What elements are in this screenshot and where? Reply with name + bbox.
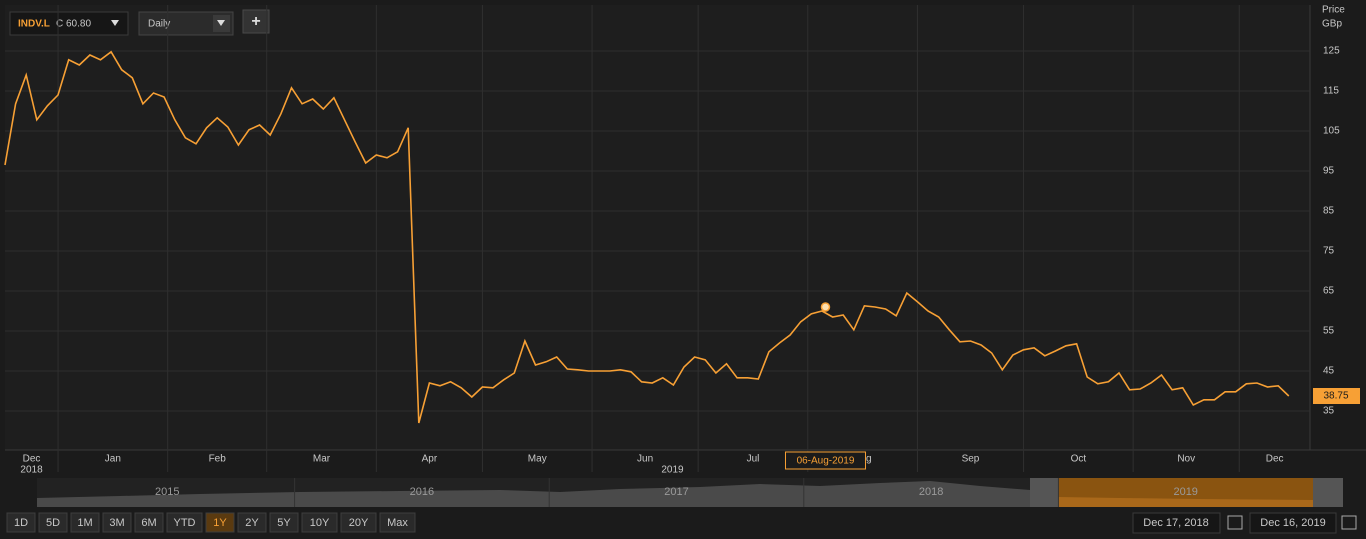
navigator-silhouette	[37, 481, 1030, 507]
range-button[interactable]	[102, 512, 132, 533]
crosshair-marker	[820, 302, 831, 312]
range-button-label: 5D	[46, 517, 60, 529]
symbol-box[interactable]	[9, 11, 129, 36]
range-button[interactable]	[205, 512, 235, 533]
add-label: +	[251, 13, 260, 30]
x-tick-label: Oct	[1071, 454, 1087, 465]
x-tick-label: Feb	[209, 454, 227, 465]
x-tick-label: Nov	[1177, 454, 1195, 465]
y-tick-label: 65	[1323, 286, 1335, 297]
crosshair-date: 06-Aug-2019	[797, 456, 855, 467]
range-button[interactable]	[166, 512, 203, 533]
range-button-label: 20Y	[349, 517, 369, 529]
last-value-box	[1313, 388, 1360, 404]
interval: Daily	[148, 19, 170, 30]
range-button-label: 5Y	[277, 517, 291, 529]
x-tick-label: Jul	[747, 454, 760, 465]
date-to-box[interactable]	[1249, 512, 1337, 534]
symbol: INDV.L	[18, 19, 50, 30]
range-button-label: 6M	[141, 517, 156, 529]
navigator-year: 2019	[1173, 486, 1197, 498]
x-year-label: 2019	[661, 465, 684, 476]
range-button-label: 3M	[109, 517, 124, 529]
range-button[interactable]	[237, 512, 267, 533]
y-tick-label: 95	[1323, 166, 1335, 177]
navigator-handle-left[interactable]	[1030, 478, 1058, 507]
y-tick-label: 35	[1323, 406, 1335, 417]
dropdown-arrow[interactable]	[111, 20, 119, 26]
y-axis-area	[1310, 5, 1366, 450]
calendar-icon[interactable]	[1341, 515, 1357, 530]
y-tick-label: 45	[1323, 366, 1335, 377]
range-button[interactable]	[379, 512, 416, 533]
y-tick-label: 85	[1323, 206, 1335, 217]
x-tick-label: Dec	[1266, 454, 1284, 465]
range-button-label: Max	[387, 517, 408, 529]
y-axis-title: Price	[1322, 5, 1345, 16]
x-tick-label: Jun	[637, 454, 653, 465]
y-tick-label: 75	[1323, 246, 1335, 257]
add-button[interactable]	[242, 9, 270, 34]
quote: C 60.80	[56, 19, 91, 30]
range-button[interactable]	[301, 512, 338, 533]
x-tick-label: May	[528, 454, 547, 465]
navigator-year: 2016	[410, 486, 434, 498]
x-tick-label: Sep	[962, 454, 980, 465]
y-tick-label: 125	[1323, 46, 1340, 57]
y-tick-label: 105	[1323, 126, 1340, 137]
plot-area	[5, 5, 1310, 450]
x-tick-label: Dec	[23, 454, 41, 465]
price-line	[4, 50, 1290, 424]
date-from: Dec 17, 2018	[1143, 517, 1208, 529]
last-value: 38.75	[1323, 391, 1348, 402]
range-button[interactable]	[38, 512, 68, 533]
range-button-label: 1D	[14, 517, 28, 529]
range-button[interactable]	[134, 512, 164, 533]
x-tick-label: Jan	[105, 454, 121, 465]
navigator-year: 2018	[919, 486, 943, 498]
range-button-label: 1Y	[213, 517, 227, 529]
x-tick-label: Apr	[422, 454, 438, 465]
range-button[interactable]	[6, 512, 36, 533]
navigator-window-silhouette	[1058, 497, 1313, 507]
x-tick-label: Mar	[313, 454, 331, 465]
navigator-year: 2015	[155, 486, 179, 498]
range-button-label: 1M	[77, 517, 92, 529]
range-button-label: YTD	[174, 517, 196, 529]
dropdown-arrow[interactable]	[217, 20, 225, 26]
calendar-icon[interactable]	[1227, 515, 1243, 530]
x-year-label: 2018	[20, 465, 43, 476]
y-tick-label: 115	[1323, 86, 1339, 97]
y-axis-unit: GBp	[1322, 19, 1342, 30]
date-from-box[interactable]	[1132, 512, 1221, 534]
range-button-label: 10Y	[310, 517, 330, 529]
y-tick-label: 55	[1323, 326, 1335, 337]
interval-box[interactable]	[138, 11, 234, 36]
range-button-label: 2Y	[245, 517, 259, 529]
range-button[interactable]	[340, 512, 377, 533]
navigator-year: 2017	[664, 486, 688, 498]
date-to: Dec 16, 2019	[1260, 517, 1325, 529]
navigator-handle-right[interactable]	[1313, 478, 1343, 507]
crosshair-date-box	[784, 451, 866, 470]
range-button[interactable]	[70, 512, 100, 533]
range-button[interactable]	[269, 512, 299, 533]
